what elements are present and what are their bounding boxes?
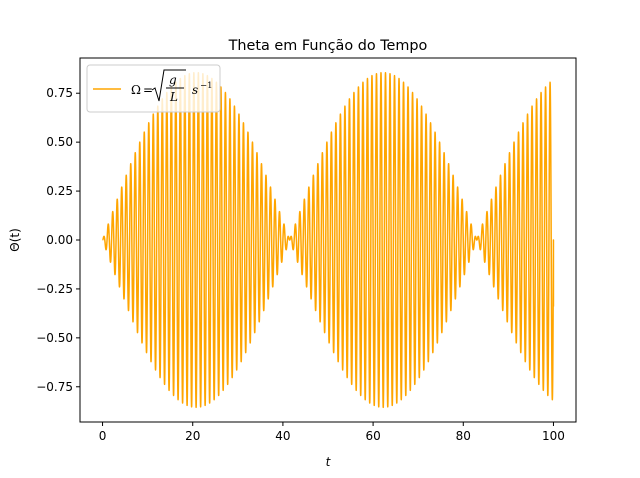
x-tick-label: 80 [456, 429, 471, 443]
y-tick-label: 0.00 [46, 233, 73, 247]
y-axis: −0.75 −0.50 −0.25 0.00 0.25 0.50 0.75 [36, 86, 80, 394]
y-tick-label: 0.25 [46, 184, 73, 198]
y-tick-label: 0.75 [46, 86, 73, 100]
x-tick-label: 0 [99, 429, 107, 443]
x-tick-label: 20 [185, 429, 200, 443]
legend-unit: s [192, 83, 198, 97]
legend-sqrt-sign [151, 69, 186, 102]
y-axis-label: Θ(t) [8, 228, 22, 252]
legend-numerator: g [169, 73, 177, 87]
chart-title: Theta em Função do Tempo [228, 38, 428, 54]
y-tick-label: 0.50 [46, 135, 73, 149]
y-tick-label: −0.75 [36, 380, 73, 394]
y-tick-label: −0.50 [36, 331, 73, 345]
x-axis: 0 20 40 60 80 100 [99, 422, 565, 443]
y-tick-label: −0.25 [36, 282, 73, 296]
series-layer [101, 72, 555, 409]
legend: Ω = g L s −1 [86, 64, 221, 113]
legend-exponent: −1 [200, 81, 213, 91]
legend-omega: Ω [131, 83, 141, 97]
legend-denominator: L [169, 90, 178, 104]
legend-equals: = [143, 83, 153, 97]
x-tick-label: 60 [365, 429, 380, 443]
x-tick-label: 40 [275, 429, 290, 443]
series-line-0 [101, 72, 555, 409]
x-tick-label: 100 [542, 429, 565, 443]
x-axis-label: t [326, 455, 332, 469]
